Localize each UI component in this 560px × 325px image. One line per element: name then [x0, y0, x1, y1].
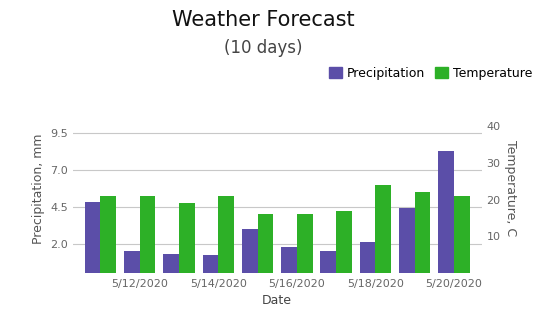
Bar: [399, 208, 415, 273]
Bar: [242, 229, 258, 273]
Bar: [297, 214, 312, 273]
Bar: [360, 242, 375, 273]
Bar: [203, 255, 218, 273]
Bar: [258, 214, 273, 273]
Bar: [124, 251, 139, 273]
Bar: [320, 251, 336, 273]
Bar: [139, 196, 155, 273]
X-axis label: Date: Date: [262, 294, 292, 307]
Bar: [415, 192, 431, 273]
Legend: Precipitation, Temperature: Precipitation, Temperature: [324, 61, 537, 84]
Bar: [454, 196, 470, 273]
Bar: [100, 196, 116, 273]
Bar: [438, 151, 454, 273]
Bar: [163, 254, 179, 273]
Text: (10 days): (10 days): [224, 39, 302, 57]
Bar: [179, 203, 195, 273]
Bar: [336, 211, 352, 273]
Bar: [375, 185, 391, 273]
Bar: [281, 247, 297, 273]
Y-axis label: Precipitation, mm: Precipitation, mm: [31, 133, 45, 244]
Text: Weather Forecast: Weather Forecast: [172, 10, 354, 30]
Y-axis label: Temperature, C: Temperature, C: [504, 140, 517, 237]
Bar: [218, 196, 234, 273]
Bar: [85, 202, 100, 273]
